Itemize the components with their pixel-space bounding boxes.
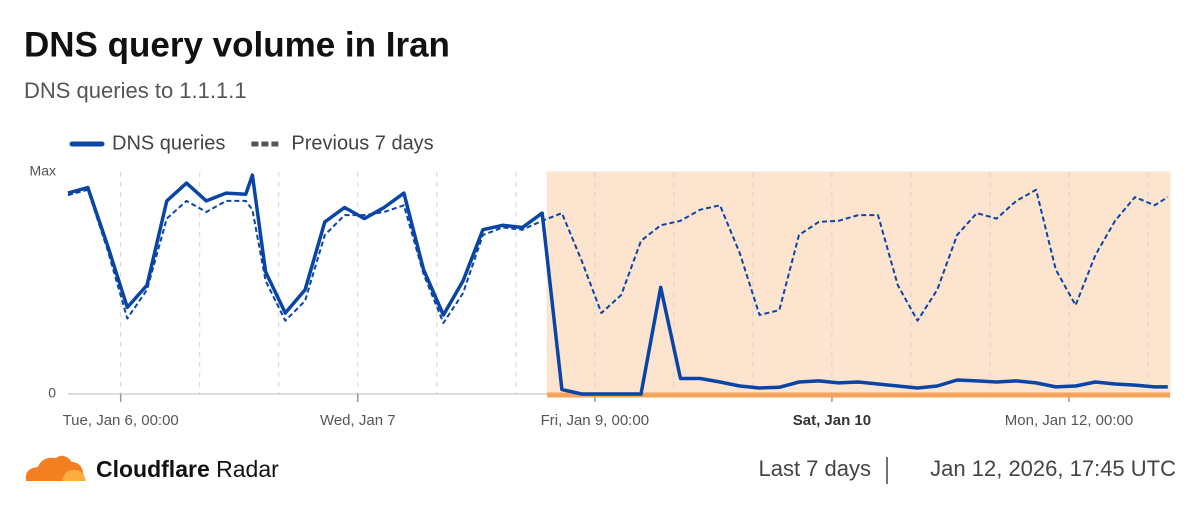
time-range: Last 7 days — [758, 456, 871, 481]
x-tick-label: Mon, Jan 12, 00:00 — [1005, 412, 1133, 429]
series-line — [67, 173, 1168, 396]
x-tick-label: Tue, Jan 6, 00:00 — [63, 412, 179, 429]
x-tick-label: Fri, Jan 9, 00:00 — [541, 412, 649, 429]
legend-label: DNS queries — [112, 132, 225, 154]
timestamp: Jan 12, 2026, 17:45 UTC — [930, 456, 1176, 481]
brand: Cloudflare Radar — [96, 456, 279, 482]
y-tick-label: Max — [30, 163, 56, 179]
chart-title: DNS query volume in Iran — [24, 25, 450, 64]
x-tick-label: Sat, Jan 10 — [793, 412, 871, 429]
brand-name: Cloudflare — [96, 456, 210, 482]
series-line — [67, 188, 1169, 324]
chart-subtitle: DNS queries to 1.1.1.1 — [24, 78, 247, 103]
shaded-region — [546, 171, 1171, 395]
legend-label: Previous 7 days — [291, 132, 433, 154]
x-tick-label: Wed, Jan 7 — [320, 412, 396, 429]
y-tick-label: 0 — [48, 385, 56, 401]
product-name: Radar — [216, 456, 279, 482]
logo — [25, 455, 86, 481]
